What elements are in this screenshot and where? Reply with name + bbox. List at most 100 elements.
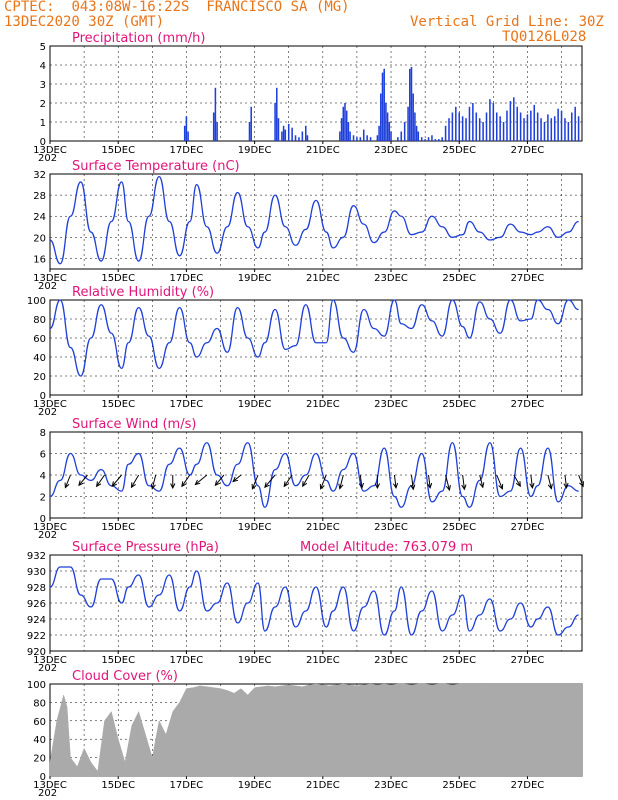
cloud-area	[49, 683, 583, 777]
x-tick-label: 19DEC	[238, 655, 272, 666]
wind-arrow-head	[563, 482, 569, 489]
x-tick-label: 25DEC	[442, 273, 476, 284]
header-source: CPTEC:	[4, 0, 55, 15]
wind-arrow-head	[111, 481, 117, 488]
wind-arrow-head	[338, 483, 344, 490]
precip-bar	[248, 122, 251, 141]
wind-arrow	[320, 474, 327, 490]
wind-arrow-head	[64, 482, 70, 489]
y-tick-label: 8	[40, 428, 46, 439]
precip-bar	[356, 137, 358, 141]
wind-arrow	[131, 474, 140, 488]
x-sub-label: 202	[38, 281, 57, 292]
precip-bar	[574, 106, 576, 141]
precip-bar	[444, 125, 447, 141]
x-tick-label: 19DEC	[238, 399, 272, 410]
precip-bar	[276, 87, 278, 141]
y-tick-label: 100	[27, 296, 46, 307]
y-tick-label: 2	[40, 493, 46, 504]
y-tick-label: 4	[40, 61, 46, 72]
series-line	[49, 566, 579, 636]
precip-bar	[281, 131, 283, 141]
wind-arrow-head	[426, 482, 433, 489]
wind-arrow	[181, 474, 191, 487]
precip-bar	[366, 135, 368, 141]
header-date: 13DEC2020 30Z (GMT)	[4, 14, 165, 30]
precip-bar	[475, 112, 478, 141]
wind-arrow-head	[181, 481, 187, 488]
precip-bar	[506, 110, 508, 141]
x-tick-label: 23DEC	[374, 273, 408, 284]
series-line	[49, 299, 579, 377]
panel-annotation: Model Altitude: 763.079 m	[300, 540, 473, 555]
precip-bar	[345, 110, 348, 141]
y-tick-label: 0	[40, 772, 46, 783]
precip-bar	[212, 112, 215, 141]
panel-frame	[49, 299, 583, 396]
precip-bar	[420, 137, 423, 141]
x-tick-label: 19DEC	[238, 780, 272, 791]
y-tick-label: 4	[40, 471, 46, 482]
panel-title: Precipitation (mm/h)	[72, 31, 205, 46]
precip-bar	[451, 112, 454, 141]
header-grid-note: Vertical Grid Line: 30Z	[410, 14, 604, 30]
wind-arrow-head	[283, 481, 289, 488]
y-tick-label: 928	[27, 583, 46, 594]
y-tick-label: 28	[33, 191, 46, 202]
y-tick-label: 5	[40, 42, 46, 53]
wind-arrow-head	[479, 482, 485, 489]
y-tick-label: 0	[40, 137, 46, 148]
precip-bar	[468, 106, 471, 141]
precip-bar	[550, 118, 553, 141]
y-tick-label: 1	[40, 118, 46, 129]
precip-bar	[455, 106, 457, 141]
precip-bar	[403, 122, 406, 141]
precip-bar	[560, 110, 563, 141]
wind-arrow	[530, 474, 533, 488]
x-sub-label: 202	[38, 407, 57, 418]
precip-bar	[386, 112, 389, 141]
precip-bar	[482, 122, 484, 141]
precip-bar	[448, 118, 450, 141]
precip-bar	[485, 112, 488, 141]
wind-arrow-head	[461, 484, 467, 491]
x-tick-label: 23DEC	[374, 399, 408, 410]
wind-arrow-head	[130, 482, 136, 489]
x-tick-label: 13DEC	[33, 780, 67, 791]
wind-arrow	[302, 474, 310, 487]
wind-arrow-head	[515, 481, 521, 488]
precip-bar	[342, 106, 345, 141]
x-tick-label: 25DEC	[442, 522, 476, 533]
y-tick-label: 930	[27, 567, 46, 578]
y-tick-label: 926	[27, 599, 46, 610]
x-tick-label: 27DEC	[511, 780, 545, 791]
panel-title: Surface Pressure (hPa)	[72, 540, 219, 555]
precip-bar	[284, 129, 287, 141]
precip-bar	[388, 122, 391, 141]
x-tick-label: 15DEC	[101, 399, 135, 410]
x-tick-label: 17DEC	[170, 145, 204, 156]
wind-arrow	[445, 474, 450, 491]
precip-bar	[543, 122, 546, 141]
precip-bar	[185, 116, 188, 141]
precip-bar	[385, 103, 387, 141]
precip-bar	[305, 125, 307, 141]
precip-bar	[431, 135, 433, 141]
panel-frame	[49, 173, 583, 270]
wind-arrow-head	[529, 482, 535, 489]
precip-bar	[390, 131, 392, 141]
wind-arrow	[232, 474, 242, 482]
y-tick-label: 32	[33, 170, 46, 181]
y-tick-label: 60	[33, 717, 46, 728]
y-tick-label: 2	[40, 99, 46, 110]
wind-arrow	[578, 474, 584, 487]
wind-arrow	[496, 474, 503, 490]
y-tick-label: 20	[33, 754, 46, 765]
x-tick-label: 23DEC	[374, 655, 408, 666]
precip-bar	[282, 125, 285, 141]
precip-bar	[536, 112, 539, 141]
wind-arrow	[513, 474, 521, 487]
y-tick-label: 80	[33, 698, 46, 709]
x-tick-label: 13DEC	[33, 399, 67, 410]
panel-title: Surface Temperature (nC)	[72, 159, 240, 174]
